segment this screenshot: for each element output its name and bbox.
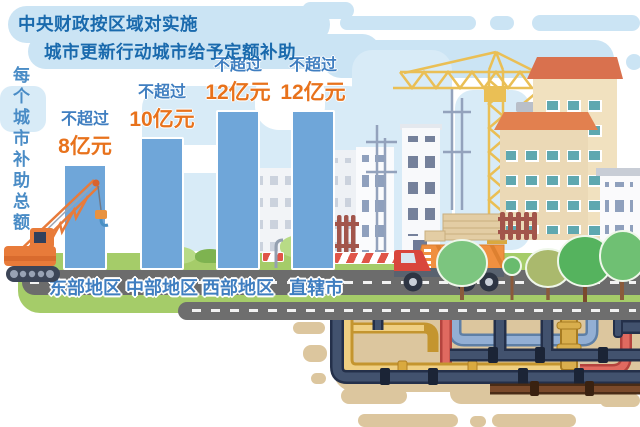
road-dash: [126, 281, 152, 284]
y-axis-label: 每个城市补助总额: [10, 66, 29, 234]
scaffolding-icon: [366, 88, 471, 262]
region-label-west: 西部地区: [202, 278, 274, 298]
road-dash: [198, 281, 214, 284]
bar-amount: 12亿元: [205, 81, 271, 104]
region-label-municipality: 直辖市: [289, 278, 343, 298]
cloud-shape: [302, 2, 354, 19]
bar-qualifier: 不超过: [213, 57, 262, 74]
cloud-shape: [340, 16, 476, 30]
fence-icon: [335, 212, 537, 262]
hook-pole-icon: [274, 238, 284, 268]
bar-group-municipality: 不超过 12亿元: [265, 51, 361, 270]
road-dash: [30, 281, 58, 284]
bar-group-west: 不超过 12亿元: [190, 51, 286, 270]
bar-amount: 8亿元: [58, 135, 112, 158]
bar-qualifier: 不超过: [60, 111, 109, 128]
crawler-crane-icon: [4, 179, 109, 282]
cloud-shape: [228, 6, 300, 21]
bar-qualifier: 不超过: [137, 84, 186, 101]
cloud-shape: [490, 16, 514, 30]
road-dash: [268, 281, 294, 284]
bar-west: [216, 110, 260, 270]
bar-group-central: 不超过 10亿元: [114, 78, 210, 270]
white-house-icon: [596, 168, 640, 240]
bar-municipality: [291, 110, 335, 270]
title-line2: 城市更新行动城市给予定额补助: [44, 42, 296, 62]
bar-amount: 12亿元: [280, 81, 346, 104]
cloud-shape: [532, 15, 640, 31]
road-dash: [192, 309, 636, 312]
title-cloud-shape: [28, 34, 380, 69]
title-line1: 中央财政按区域对实施: [18, 14, 198, 34]
pipe-couplings: [380, 347, 608, 385]
bar-amount: 10亿元: [129, 108, 195, 131]
infographic-title: 中央财政按区域对实施 城市更新行动城市给予定额补助: [18, 10, 296, 66]
safety-barrier-icon: [262, 252, 284, 262]
trees-icon: [436, 230, 640, 302]
cloud-shape: [626, 54, 640, 70]
bar-central: [140, 137, 184, 270]
region-label-east: 东部地区: [49, 278, 121, 298]
bar-qualifier: 不超过: [288, 57, 337, 74]
region-label-central: 中部地区: [126, 278, 198, 298]
